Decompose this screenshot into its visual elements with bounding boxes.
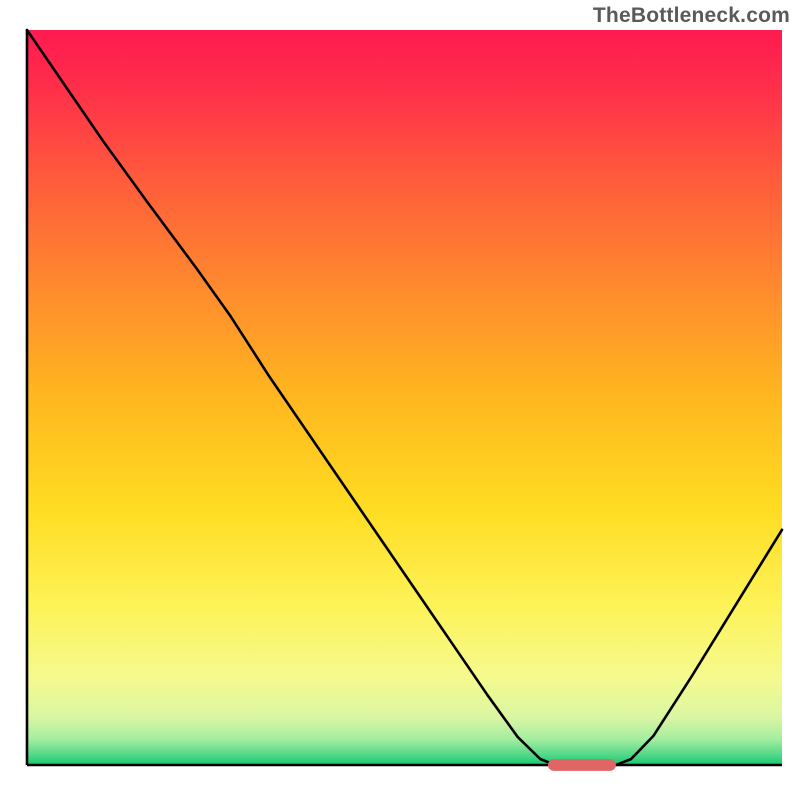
gradient-background <box>27 30 782 765</box>
watermark-text: TheBottleneck.com <box>593 4 790 28</box>
bottleneck-chart: TheBottleneck.com <box>0 0 800 800</box>
chart-svg <box>0 0 800 800</box>
optimal-marker <box>548 759 616 771</box>
plot-area <box>27 30 782 771</box>
